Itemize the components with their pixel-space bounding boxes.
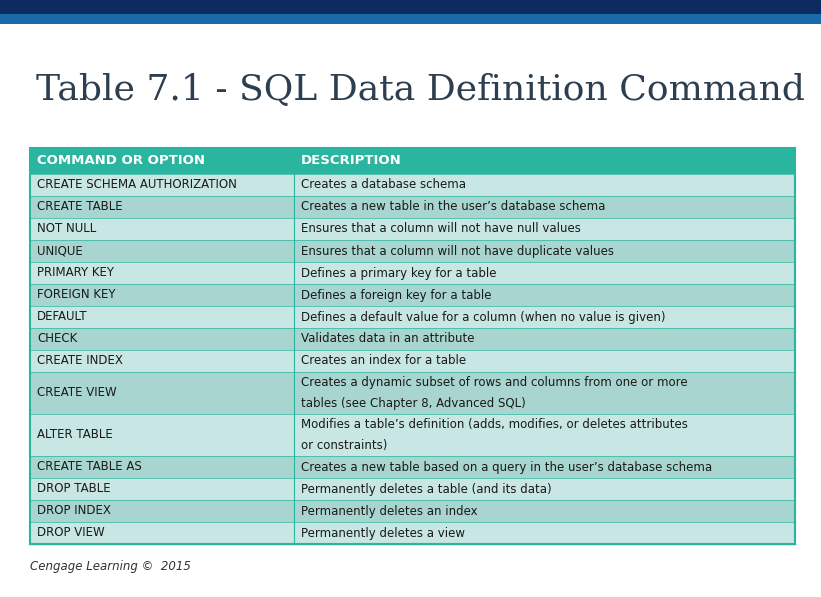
Text: CREATE VIEW: CREATE VIEW [37, 386, 117, 399]
Bar [30, 478, 795, 500]
Text: CREATE SCHEMA AUTHORIZATION: CREATE SCHEMA AUTHORIZATION [37, 179, 237, 192]
Bar [30, 262, 795, 284]
Text: Modifies a table’s definition (adds, modifies, or deletes attributes: Modifies a table’s definition (adds, mod… [301, 417, 688, 430]
Text: Defines a foreign key for a table: Defines a foreign key for a table [301, 288, 492, 301]
Text: Ensures that a column will not have duplicate values: Ensures that a column will not have dupl… [301, 245, 614, 257]
Text: or constraints): or constraints) [301, 439, 388, 453]
Text: Table 7.1 - SQL Data Definition Command: Table 7.1 - SQL Data Definition Command [35, 73, 805, 107]
Text: Creates an index for a table: Creates an index for a table [301, 355, 466, 368]
Bar [30, 414, 795, 456]
Text: Validates data in an attribute: Validates data in an attribute [301, 333, 475, 346]
Text: PRIMARY KEY: PRIMARY KEY [37, 266, 114, 279]
Bar [30, 148, 795, 174]
Text: CREATE TABLE: CREATE TABLE [37, 201, 122, 214]
Text: Defines a primary key for a table: Defines a primary key for a table [301, 266, 497, 279]
Bar [30, 306, 795, 328]
Bar [0, 14, 821, 24]
Text: Ensures that a column will not have null values: Ensures that a column will not have null… [301, 223, 580, 235]
Text: UNIQUE: UNIQUE [37, 245, 83, 257]
Text: CREATE TABLE AS: CREATE TABLE AS [37, 460, 142, 473]
Bar [30, 174, 795, 196]
Bar [30, 456, 795, 478]
Text: tables (see Chapter 8, Advanced SQL): tables (see Chapter 8, Advanced SQL) [301, 398, 525, 410]
Text: FOREIGN KEY: FOREIGN KEY [37, 288, 116, 301]
Text: Cengage Learning ©  2015: Cengage Learning © 2015 [30, 560, 190, 573]
Text: NOT NULL: NOT NULL [37, 223, 96, 235]
Bar [30, 218, 795, 240]
Text: DEFAULT: DEFAULT [37, 310, 88, 324]
Text: CREATE INDEX: CREATE INDEX [37, 355, 123, 368]
Bar [30, 196, 795, 218]
Bar [30, 284, 795, 306]
Text: COMMAND OR OPTION: COMMAND OR OPTION [37, 155, 205, 168]
Bar [30, 350, 795, 372]
Text: ALTER TABLE: ALTER TABLE [37, 429, 112, 442]
Bar [30, 328, 795, 350]
Bar [30, 148, 795, 544]
Bar [30, 372, 795, 414]
Text: Defines a default value for a column (when no value is given): Defines a default value for a column (wh… [301, 310, 666, 324]
Text: Permanently deletes a table (and its data): Permanently deletes a table (and its dat… [301, 482, 552, 496]
Text: DESCRIPTION: DESCRIPTION [301, 155, 401, 168]
Text: DROP TABLE: DROP TABLE [37, 482, 111, 496]
Bar [0, 0, 821, 14]
Text: DROP INDEX: DROP INDEX [37, 504, 111, 518]
Bar [30, 240, 795, 262]
Bar [30, 522, 795, 544]
Text: DROP VIEW: DROP VIEW [37, 527, 104, 540]
Text: Permanently deletes a view: Permanently deletes a view [301, 527, 465, 540]
Text: Creates a new table based on a query in the user’s database schema: Creates a new table based on a query in … [301, 460, 712, 473]
Bar [30, 500, 795, 522]
Text: Creates a dynamic subset of rows and columns from one or more: Creates a dynamic subset of rows and col… [301, 376, 687, 389]
Text: Permanently deletes an index: Permanently deletes an index [301, 504, 478, 518]
Text: Creates a database schema: Creates a database schema [301, 179, 466, 192]
Text: CHECK: CHECK [37, 333, 77, 346]
Text: Creates a new table in the user’s database schema: Creates a new table in the user’s databa… [301, 201, 605, 214]
